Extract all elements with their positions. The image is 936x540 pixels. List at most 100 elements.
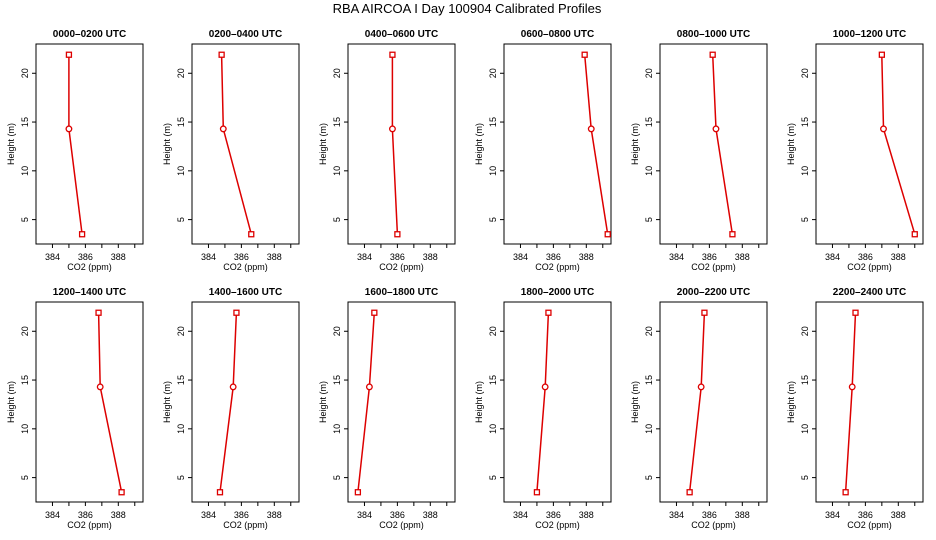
y-tick-label: 10 <box>176 166 186 176</box>
data-point <box>545 309 552 316</box>
data-point <box>911 231 918 238</box>
panel-title: 1600–1800 UTC <box>365 287 438 298</box>
profile-panel: 1600–1800 UTC 384 386 388 5 10 15 20 CO2 (ppm) He… <box>318 287 456 530</box>
panel-title: 0000–0200 UTC <box>53 29 126 40</box>
x-tick-label: 384 <box>357 510 372 520</box>
panel-title: 1200–1400 UTC <box>53 287 126 298</box>
data-point <box>371 309 378 316</box>
y-tick-label: 15 <box>332 117 342 127</box>
panel-title: 0200–0400 UTC <box>209 29 282 40</box>
profile-panel: 2200–2400 UTC 384 386 388 5 10 15 20 CO2 (ppm) He… <box>786 287 924 530</box>
y-tick-label: 10 <box>332 424 342 434</box>
x-tick-label: 386 <box>78 252 93 262</box>
y-tick-label: 15 <box>332 375 342 385</box>
figure-title: RBA AIRCOA I Day 100904 Calibrated Profi… <box>333 1 602 16</box>
x-tick-label: 386 <box>702 510 717 520</box>
plot-frame <box>347 43 456 245</box>
x-axis-label: CO2 (ppm) <box>847 262 892 272</box>
x-axis-label: CO2 (ppm) <box>691 520 736 530</box>
series-line <box>68 54 83 235</box>
y-tick-label: 5 <box>176 475 186 480</box>
y-tick-label: 20 <box>332 68 342 78</box>
y-tick-label: 10 <box>488 424 498 434</box>
x-tick-label: 384 <box>45 252 60 262</box>
y-tick-label: 5 <box>644 217 654 222</box>
plot-frame <box>35 43 144 245</box>
data-point <box>394 231 401 238</box>
x-tick-label: 388 <box>111 252 126 262</box>
x-tick-label: 384 <box>201 252 216 262</box>
plot-frame <box>347 301 456 503</box>
y-tick-label: 10 <box>800 424 810 434</box>
data-point <box>604 231 611 238</box>
data-point <box>96 383 104 391</box>
data-point <box>216 489 224 496</box>
profile-panel: 2000–2200 UTC 384 386 388 5 10 15 20 CO2 (ppm) He… <box>630 287 768 530</box>
data-point <box>852 309 859 316</box>
y-tick-label: 15 <box>20 375 30 385</box>
x-tick-label: 384 <box>513 510 528 520</box>
x-tick-label: 384 <box>669 510 684 520</box>
plot-frame <box>191 43 300 245</box>
data-point <box>219 125 227 133</box>
data-point <box>78 231 86 238</box>
y-tick-label: 20 <box>332 326 342 336</box>
y-axis-label: Height (m) <box>474 381 484 423</box>
series-line <box>844 312 857 493</box>
x-tick-label: 384 <box>45 510 60 520</box>
data-point <box>541 383 549 391</box>
data-point <box>65 125 73 133</box>
data-point <box>95 309 102 316</box>
y-tick-label: 5 <box>644 475 654 480</box>
y-tick-label: 5 <box>176 217 186 222</box>
data-point <box>389 51 396 58</box>
x-axis-label: CO2 (ppm) <box>223 520 268 530</box>
y-tick-label: 20 <box>20 68 30 78</box>
x-tick-label: 386 <box>546 510 561 520</box>
profile-panel: 1000–1200 UTC 384 386 388 5 10 15 20 CO2 (ppm) He… <box>786 29 924 272</box>
data-point <box>233 309 240 316</box>
x-axis-label: CO2 (ppm) <box>691 262 736 272</box>
y-tick-label: 5 <box>800 475 810 480</box>
y-axis-label: Height (m) <box>474 123 484 165</box>
x-tick-label: 384 <box>201 510 216 520</box>
y-axis-label: Height (m) <box>630 123 640 165</box>
series-line <box>536 312 550 493</box>
profile-panel: 1800–2000 UTC 384 386 388 5 10 15 20 CO2 (ppm) He… <box>474 287 612 530</box>
series-line <box>357 312 376 493</box>
y-tick-label: 15 <box>800 375 810 385</box>
profile-panel: 0400–0600 UTC 384 386 388 5 10 15 20 CO2 (ppm) He… <box>318 29 456 272</box>
y-tick-label: 15 <box>488 117 498 127</box>
x-tick-label: 386 <box>858 510 873 520</box>
y-tick-label: 10 <box>20 424 30 434</box>
data-point <box>686 489 693 496</box>
y-tick-label: 20 <box>20 326 30 336</box>
x-tick-label: 388 <box>579 252 594 262</box>
data-point <box>842 489 849 496</box>
y-tick-label: 10 <box>644 166 654 176</box>
x-tick-label: 386 <box>234 510 249 520</box>
panel-title: 1400–1600 UTC <box>209 287 282 298</box>
plot-frame <box>191 301 300 503</box>
profile-panel: 0000–0200 UTC 384 386 388 5 10 15 20 CO2 (ppm) He… <box>6 29 144 272</box>
x-tick-label: 384 <box>357 252 372 262</box>
y-axis-label: Height (m) <box>6 381 16 423</box>
y-tick-label: 15 <box>800 117 810 127</box>
x-tick-label: 384 <box>669 252 684 262</box>
data-point <box>880 125 887 133</box>
y-tick-label: 20 <box>488 68 498 78</box>
y-tick-label: 20 <box>176 326 186 336</box>
y-axis-label: Height (m) <box>630 381 640 423</box>
data-point <box>729 231 736 238</box>
x-tick-label: 386 <box>390 510 405 520</box>
x-tick-label: 388 <box>735 252 750 262</box>
x-axis-label: CO2 (ppm) <box>379 262 424 272</box>
data-point <box>701 309 708 316</box>
y-tick-label: 10 <box>488 166 498 176</box>
plot-frame <box>659 43 768 245</box>
y-axis-label: Height (m) <box>318 123 328 165</box>
x-axis-label: CO2 (ppm) <box>847 520 892 530</box>
x-tick-label: 386 <box>702 252 717 262</box>
data-point <box>248 231 255 238</box>
x-tick-label: 386 <box>546 252 561 262</box>
